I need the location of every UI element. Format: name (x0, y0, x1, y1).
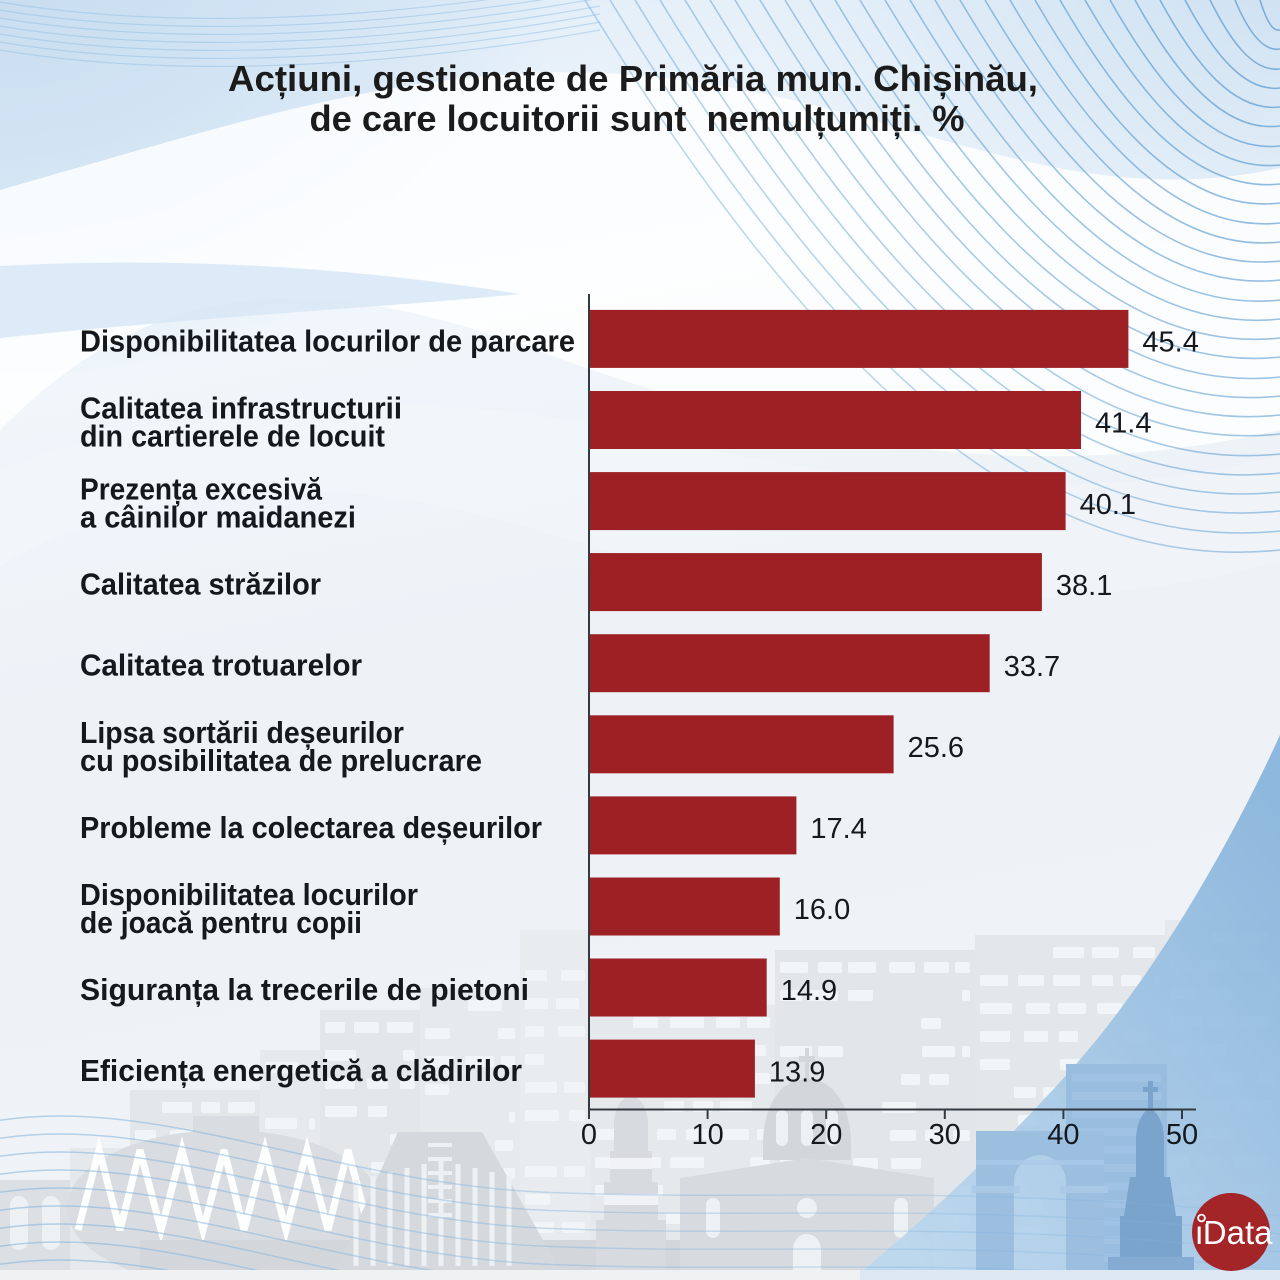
svg-text:Disponibilitatea locurilor: Disponibilitatea locurilor (80, 877, 418, 912)
svg-text:Eficiența energetică a clădiri: Eficiența energetică a clădirilor (80, 1053, 522, 1088)
svg-text:Siguranța la trecerile de piet: Siguranța la trecerile de pietoni (80, 972, 529, 1007)
svg-text:Lipsa sortării deșeurilor: Lipsa sortării deșeurilor (80, 715, 404, 750)
svg-text:30: 30 (929, 1119, 961, 1151)
svg-text:Prezența excesivă: Prezența excesivă (80, 472, 323, 507)
svg-text:40.1: 40.1 (1080, 489, 1136, 521)
svg-text:10: 10 (691, 1119, 723, 1151)
svg-text:Disponibilitatea locurilor de: Disponibilitatea locurilor de parcare (80, 323, 575, 358)
svg-text:de care locuitorii sunt nemul: de care locuitorii sunt nemulțumiți. % (310, 98, 965, 140)
svg-text:Calitatea străzilor: Calitatea străzilor (80, 567, 321, 602)
svg-text:iData: iData (1195, 1214, 1273, 1251)
svg-text:17.4: 17.4 (810, 813, 866, 845)
svg-text:din cartierele de locuit: din cartierele de locuit (80, 419, 385, 454)
svg-text:16.0: 16.0 (794, 894, 850, 926)
svg-text:20: 20 (810, 1119, 842, 1151)
svg-text:33.7: 33.7 (1004, 651, 1060, 683)
svg-text:0: 0 (581, 1119, 597, 1151)
svg-text:50: 50 (1166, 1119, 1198, 1151)
svg-text:45.4: 45.4 (1142, 327, 1198, 359)
svg-text:Acțiuni, gestionate de Primări: Acțiuni, gestionate de Primăria mun. Chi… (228, 58, 1038, 100)
svg-text:cu posibilitatea de prelucrare: cu posibilitatea de prelucrare (80, 743, 482, 778)
svg-text:Probleme la colectarea deșeuri: Probleme la colectarea deșeurilor (80, 810, 542, 845)
svg-text:38.1: 38.1 (1056, 570, 1112, 602)
svg-text:Calitatea trotuarelor: Calitatea trotuarelor (80, 648, 362, 683)
svg-text:a câinilor maidanezi: a câinilor maidanezi (80, 500, 356, 535)
svg-text:41.4: 41.4 (1095, 408, 1151, 440)
svg-text:Calitatea infrastructurii: Calitatea infrastructurii (80, 391, 402, 426)
svg-text:de joacă pentru copii: de joacă pentru copii (80, 905, 362, 940)
svg-text:14.9: 14.9 (781, 975, 837, 1007)
svg-text:40: 40 (1047, 1119, 1079, 1151)
svg-text:13.9: 13.9 (769, 1056, 825, 1088)
svg-text:25.6: 25.6 (908, 732, 964, 764)
